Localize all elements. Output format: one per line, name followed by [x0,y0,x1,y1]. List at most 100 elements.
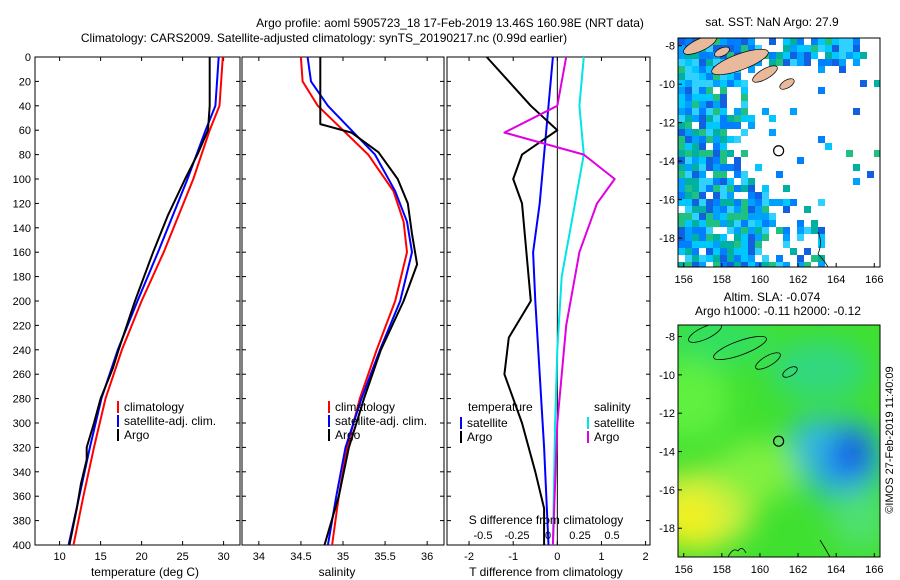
sst-pixel [685,262,692,267]
sst-pixel [734,80,741,87]
salinity-xlabel: salinity [319,565,356,579]
sst-pixel [853,52,860,59]
sst-pixel [741,199,748,206]
sst-pixel [797,38,804,45]
sst-pixel [762,262,769,267]
sst-pixel [720,73,727,80]
sst-pixel [685,108,692,115]
title-line1: Argo profile: aoml 5905723_18 17-Feb-201… [256,16,644,30]
y-tick-label: 380 [13,516,31,528]
sst-pixel [699,143,706,150]
sst-pixel [769,115,776,122]
x-tick-label: 162 [789,274,807,286]
sst-pixel [755,199,762,206]
sst-pixel [748,45,755,52]
sla-map-title: Altim. SLA: -0.074 [724,290,821,304]
sst-pixel [741,87,748,94]
sst-pixel [692,115,699,122]
sst-pixel [713,199,720,206]
y-tick-label: 360 [13,491,31,503]
sst-pixel [706,52,713,59]
y-tick-label: 60 [19,125,31,137]
legend-s-argo-label: Argo [594,430,620,444]
series-argo [319,57,419,546]
sst-pixel [734,227,741,234]
island-outline [713,335,767,361]
sst-pixels [678,38,880,267]
sst-pixel [685,59,692,66]
sst-pixel [839,59,846,66]
island [711,48,769,76]
sst-pixel [699,73,706,80]
sst-pixel [790,199,797,206]
y-tick-label: -18 [659,233,675,245]
sst-pixel [727,248,734,255]
y-tick-label: -14 [659,156,675,168]
sst-pixel [692,87,699,94]
sst-pixel [692,52,699,59]
sst-pixel [804,227,811,234]
sst-pixel [783,38,790,45]
sst-pixel [692,73,699,80]
sst-pixel [692,143,699,150]
sst-pixel [720,136,727,143]
sst-pixel [720,108,727,115]
sst-pixel [818,227,825,234]
series-t-satellite [532,56,554,546]
sla-blob [790,418,830,462]
y-tick-label: -8 [665,41,675,53]
sst-pixel [839,45,846,52]
sst-pixel [678,94,685,101]
sst-pixel [685,115,692,122]
sst-pixel [713,73,720,80]
sst-pixel [713,59,720,66]
sst-pixel [685,94,692,101]
sst-pixel [762,108,769,115]
difference-panel: -2 -1 0 1 2 [446,56,651,563]
sst-pixel [755,220,762,227]
sst-pixel [846,52,853,59]
sst-pixel [692,136,699,143]
sst-pixel [853,108,860,115]
sst-pixel [699,192,706,199]
sst-pixel [699,129,706,136]
sst-pixel [699,227,706,234]
sst-pixel [720,122,727,129]
sst-pixel [692,164,699,171]
sst-pixel [741,38,748,45]
temperature-xlabel: temperature (deg C) [91,565,199,579]
sst-pixel [776,52,783,59]
sst-pixel [692,94,699,101]
island-outline [755,352,781,370]
sst-pixel [804,52,811,59]
sst-pixel [797,220,804,227]
sst-pixel [727,52,734,59]
sst-pixel [769,52,776,59]
s-difference-xlabel: S difference from climatology [469,513,624,527]
sst-pixel [783,52,790,59]
x-tick-label: 15 [94,551,106,563]
y-tick-label: -8 [665,332,675,344]
island [714,46,730,58]
y-tick-label: -12 [659,118,675,130]
sst-pixel [692,206,699,213]
sst-pixel [678,136,685,143]
sst-pixel [678,80,685,87]
sst-pixel [755,262,762,267]
sla-blob [837,428,873,472]
sst-pixel [734,262,741,267]
sst-pixel [755,241,762,248]
sst-pixel [699,115,706,122]
sst-pixel [741,220,748,227]
sst-pixel [769,38,776,45]
sst-pixel [706,45,713,52]
sst-pixel [692,185,699,192]
y-tick-label: 200 [13,296,31,308]
sst-pixel [685,248,692,255]
sst-pixel [783,199,790,206]
sst-pixel [720,171,727,178]
sst-pixel [713,45,720,52]
sst-pixel [853,178,860,185]
sst-pixel [699,171,706,178]
sst-pixel [727,192,734,199]
